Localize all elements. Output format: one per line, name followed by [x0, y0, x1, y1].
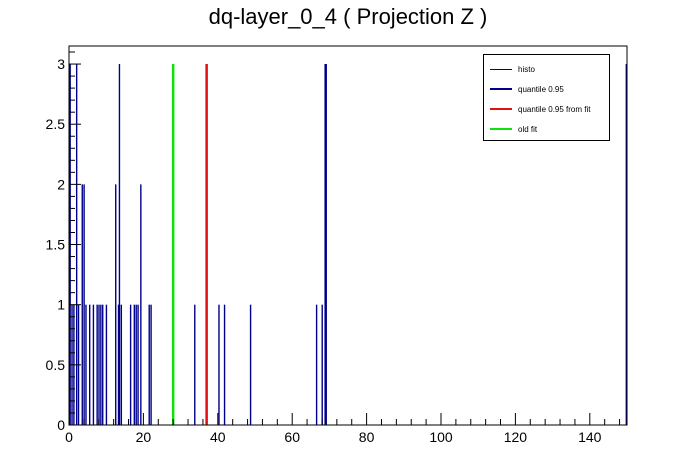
histogram-bar	[117, 304, 120, 425]
histogram-bar	[85, 304, 87, 425]
x-tick-label: 140	[578, 429, 602, 445]
histogram-bar	[115, 184, 117, 425]
histogram-bar	[118, 64, 121, 426]
histogram-bar	[83, 184, 85, 425]
legend-swatch-old-fit	[490, 128, 512, 130]
x-tick-label: 100	[429, 429, 453, 445]
legend-label: old fit	[518, 124, 538, 134]
y-tick-label: 2	[57, 176, 65, 192]
histogram-bar	[135, 304, 137, 425]
histogram-bar	[105, 304, 108, 425]
histogram-bar	[98, 304, 100, 425]
histogram-bar	[120, 304, 123, 425]
y-tick-label: 1	[57, 297, 65, 313]
histogram-bar	[140, 184, 142, 425]
x-tick-label: 40	[210, 429, 226, 445]
histogram-bar	[102, 304, 104, 425]
histogram-bar	[81, 184, 83, 425]
y-tick-label: 0.5	[46, 357, 66, 373]
x-tick-label: 20	[136, 429, 152, 445]
legend-item-histo: histo	[484, 59, 609, 79]
legend-swatch-quantile	[490, 88, 512, 90]
y-tick-label: 2.5	[46, 116, 66, 132]
y-tick-label: 3	[57, 56, 65, 72]
x-tick-label: 0	[65, 429, 73, 445]
histogram-bar	[100, 304, 102, 425]
chart-title: dq-layer_0_4 ( Projection Z )	[208, 4, 488, 29]
histogram-bar	[92, 304, 95, 425]
histogram-bar	[249, 304, 252, 425]
legend-item-quantile-fit: quantile 0.95 from fit	[484, 99, 609, 119]
x-tick-label: 80	[359, 429, 375, 445]
histogram-bar	[133, 304, 136, 425]
legend-label: quantile 0.95 from fit	[518, 104, 591, 114]
histogram-bar	[129, 304, 132, 425]
y-axis: 0 0.5 1 1.5 2 2.5 3	[46, 51, 81, 433]
legend: histo quantile 0.95 quantile 0.95 from f…	[483, 54, 610, 141]
histogram-bar	[89, 304, 91, 425]
legend-item-quantile: quantile 0.95	[484, 79, 609, 99]
histogram-bar	[223, 304, 226, 425]
legend-label: quantile 0.95	[518, 84, 564, 94]
histogram-bar	[148, 304, 150, 425]
reference-lines	[171, 64, 327, 425]
legend-swatch-histo	[490, 68, 512, 70]
histogram-bar	[194, 304, 196, 425]
histogram-bar	[150, 304, 152, 425]
legend-label: histo	[518, 64, 535, 74]
plot-frame	[68, 45, 628, 426]
legend-swatch-quantile-fit	[490, 108, 512, 110]
histogram-bar	[321, 304, 323, 425]
histogram-bar	[625, 64, 628, 426]
histogram-bar	[96, 304, 98, 425]
y-tick-label: 0	[57, 417, 65, 433]
x-axis: 0 20 40 60 80 100 120 140	[65, 413, 621, 445]
x-tick-label: 120	[504, 429, 528, 445]
y-tick-label: 1.5	[46, 237, 66, 253]
histogram-bar	[218, 304, 220, 425]
x-tick-label: 60	[284, 429, 300, 445]
legend-item-old-fit: old fit	[484, 119, 609, 139]
histogram-bar	[315, 304, 318, 425]
histogram-bar	[137, 304, 139, 425]
